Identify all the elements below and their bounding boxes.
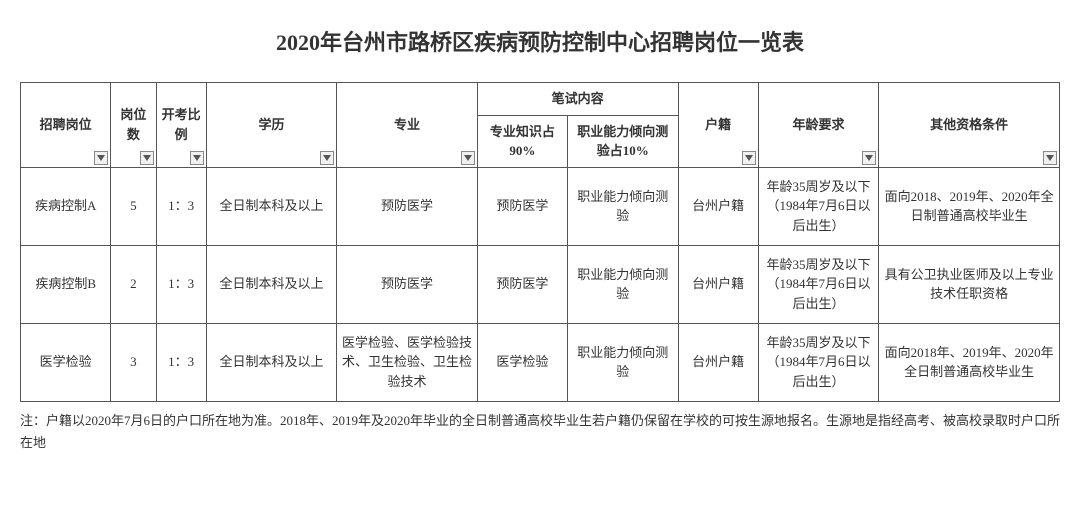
cell-major: 医学检验、医学检验技术、卫生检验、卫生检验技术 <box>337 323 478 401</box>
cell-exam_apt: 职业能力倾向测验 <box>568 323 678 401</box>
col-header-other: 其他资格条件 <box>879 83 1060 168</box>
col-header-count: 岗位数 <box>111 83 156 168</box>
col-header-position: 招聘岗位 <box>21 83 111 168</box>
cell-ratio: 1：3 <box>156 167 206 245</box>
cell-major: 预防医学 <box>337 167 478 245</box>
cell-exam_apt: 职业能力倾向测验 <box>568 167 678 245</box>
header-label: 岗位数 <box>120 107 146 142</box>
filter-dropdown-icon[interactable] <box>862 151 876 165</box>
filter-dropdown-icon[interactable] <box>94 151 108 165</box>
filter-dropdown-icon[interactable] <box>461 151 475 165</box>
cell-exam_pro: 医学检验 <box>477 323 567 401</box>
cell-other: 面向2018、2019年、2020年全日制普通高校毕业生 <box>879 167 1060 245</box>
col-header-ratio: 开考比例 <box>156 83 206 168</box>
col-header-exam-group: 笔试内容 <box>477 83 678 116</box>
cell-ratio: 1：3 <box>156 245 206 323</box>
col-header-huji: 户籍 <box>678 83 758 168</box>
table-row: 疾病控制A51：3全日制本科及以上预防医学预防医学职业能力倾向测验台州户籍年龄3… <box>21 167 1060 245</box>
cell-other: 面向2018年、2019年、2020年全日制普通高校毕业生 <box>879 323 1060 401</box>
cell-position: 医学检验 <box>21 323 111 401</box>
cell-exam_pro: 预防医学 <box>477 245 567 323</box>
filter-dropdown-icon[interactable] <box>1043 151 1057 165</box>
col-header-education: 学历 <box>206 83 337 168</box>
header-label: 其他资格条件 <box>930 117 1008 132</box>
header-label: 开考比例 <box>162 107 201 142</box>
table-row: 疾病控制B21：3全日制本科及以上预防医学预防医学职业能力倾向测验台州户籍年龄3… <box>21 245 1060 323</box>
filter-dropdown-icon[interactable] <box>320 151 334 165</box>
col-header-exam-pro: 专业知识占90% <box>477 115 567 167</box>
cell-ratio: 1：3 <box>156 323 206 401</box>
cell-huji: 台州户籍 <box>678 167 758 245</box>
cell-education: 全日制本科及以上 <box>206 245 337 323</box>
cell-age: 年龄35周岁及以下（1984年7月6日以后出生） <box>758 323 878 401</box>
col-header-age: 年龄要求 <box>758 83 878 168</box>
filter-dropdown-icon[interactable] <box>190 151 204 165</box>
header-label: 招聘岗位 <box>40 117 92 132</box>
header-label: 专业 <box>394 117 420 132</box>
page-title: 2020年台州市路桥区疾病预防控制中心招聘岗位一览表 <box>20 25 1060 57</box>
cell-huji: 台州户籍 <box>678 245 758 323</box>
table-row: 医学检验31：3全日制本科及以上医学检验、医学检验技术、卫生检验、卫生检验技术医… <box>21 323 1060 401</box>
filter-dropdown-icon[interactable] <box>742 151 756 165</box>
cell-education: 全日制本科及以上 <box>206 167 337 245</box>
cell-other: 具有公卫执业医师及以上专业技术任职资格 <box>879 245 1060 323</box>
cell-position: 疾病控制B <box>21 245 111 323</box>
header-label: 学历 <box>258 117 284 132</box>
header-label: 户籍 <box>705 117 731 132</box>
cell-position: 疾病控制A <box>21 167 111 245</box>
cell-major: 预防医学 <box>337 245 478 323</box>
recruitment-table: 招聘岗位 岗位数 开考比例 <box>20 82 1060 402</box>
col-header-major: 专业 <box>337 83 478 168</box>
header-label: 年龄要求 <box>793 117 845 132</box>
cell-age: 年龄35周岁及以下（1984年7月6日以后出生） <box>758 245 878 323</box>
col-header-exam-apt: 职业能力倾向测验占10% <box>568 115 678 167</box>
cell-huji: 台州户籍 <box>678 323 758 401</box>
cell-age: 年龄35周岁及以下（1984年7月6日以后出生） <box>758 167 878 245</box>
cell-count: 3 <box>111 323 156 401</box>
cell-exam_apt: 职业能力倾向测验 <box>568 245 678 323</box>
filter-dropdown-icon[interactable] <box>140 151 154 165</box>
cell-count: 5 <box>111 167 156 245</box>
cell-education: 全日制本科及以上 <box>206 323 337 401</box>
cell-count: 2 <box>111 245 156 323</box>
cell-exam_pro: 预防医学 <box>477 167 567 245</box>
footnote-text: 注：户籍以2020年7月6日的户口所在地为准。2018年、2019年及2020年… <box>20 410 1060 454</box>
